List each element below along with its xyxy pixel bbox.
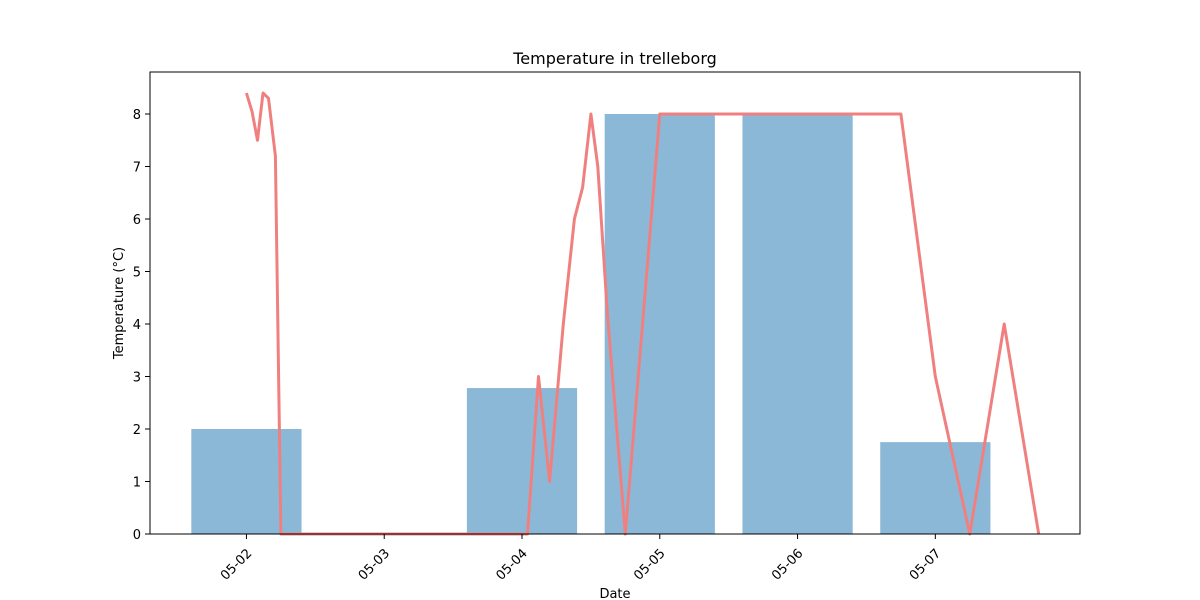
line-layer — [244, 91, 1041, 536]
y-tick-label: 0 — [133, 528, 141, 543]
chart-title: Temperature in trelleborg — [512, 49, 717, 68]
x-axis-title: Date — [599, 587, 630, 600]
bar-05-04 — [466, 388, 578, 534]
y-tick-label: 8 — [133, 108, 141, 123]
y-tick-label: 6 — [133, 213, 141, 228]
temperature-line — [244, 91, 1041, 536]
y-tick-label: 5 — [133, 266, 141, 281]
bar-05-06 — [742, 114, 853, 534]
y-tick-label: 1 — [133, 476, 141, 491]
y-tick-label: 3 — [133, 371, 141, 386]
y-axis: 0 1 2 3 4 5 6 7 8 — [133, 108, 150, 543]
y-tick-label: 4 — [133, 318, 141, 333]
bars-layer — [191, 114, 991, 534]
bar-05-05 — [604, 114, 715, 534]
y-tick-label: 7 — [133, 161, 141, 176]
bar-05-07 — [880, 442, 991, 534]
y-axis-title: Temperature (°C) — [112, 247, 127, 360]
bar-05-02 — [191, 429, 302, 534]
y-tick-label: 2 — [133, 423, 141, 438]
plot-frame — [149, 71, 1081, 535]
